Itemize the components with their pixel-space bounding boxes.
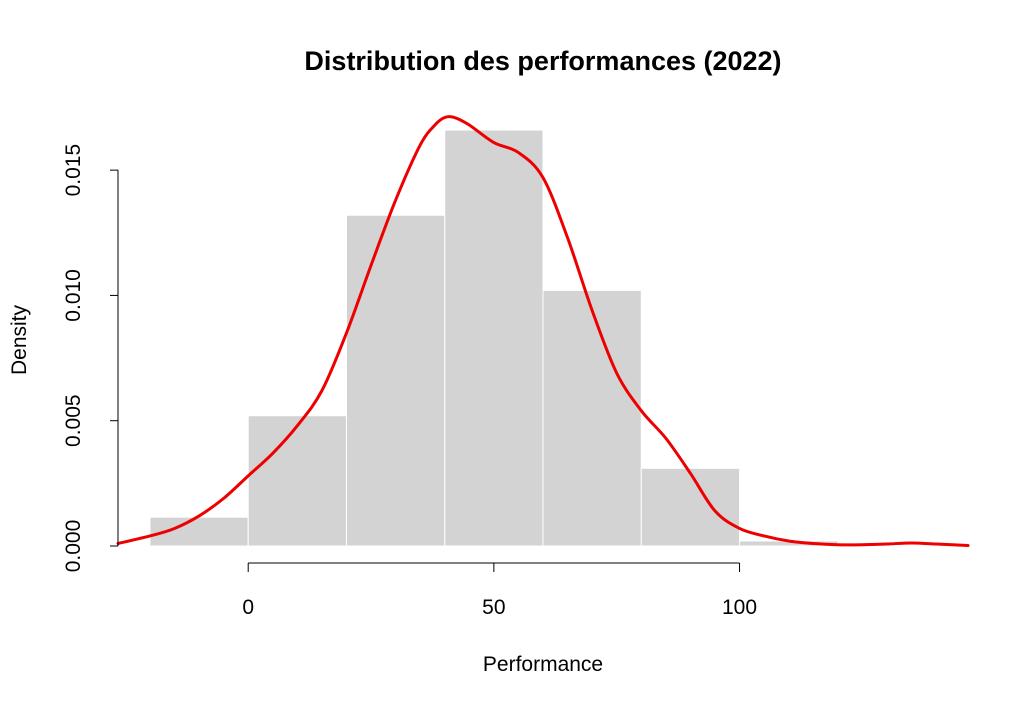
histogram-bar-4 (542, 289, 642, 547)
histogram-bar-2 (345, 214, 446, 547)
chart-title: Distribution des performances (2022) (304, 46, 781, 76)
y-axis-label: Density (8, 304, 31, 375)
x-axis: 0 50 100 (242, 562, 757, 619)
histogram-bar-1 (247, 415, 347, 547)
y-tick-label-0: 0.000 (62, 520, 85, 573)
histogram-bars (149, 129, 839, 547)
y-tick-label-1: 0.005 (62, 394, 85, 447)
x-tick-label-0: 0 (242, 596, 254, 619)
y-tick-label-3: 0.015 (62, 144, 85, 197)
y-axis: 0.000 0.005 0.010 0.015 (62, 144, 119, 573)
histogram-bar-3 (444, 129, 544, 547)
x-tick-label-1: 50 (482, 596, 505, 619)
x-axis-label: Performance (483, 653, 603, 676)
x-tick-label-2: 100 (722, 596, 757, 619)
y-tick-label-2: 0.010 (62, 269, 85, 322)
density-curve-line (116, 115, 970, 547)
histogram-bar-5 (640, 467, 741, 547)
